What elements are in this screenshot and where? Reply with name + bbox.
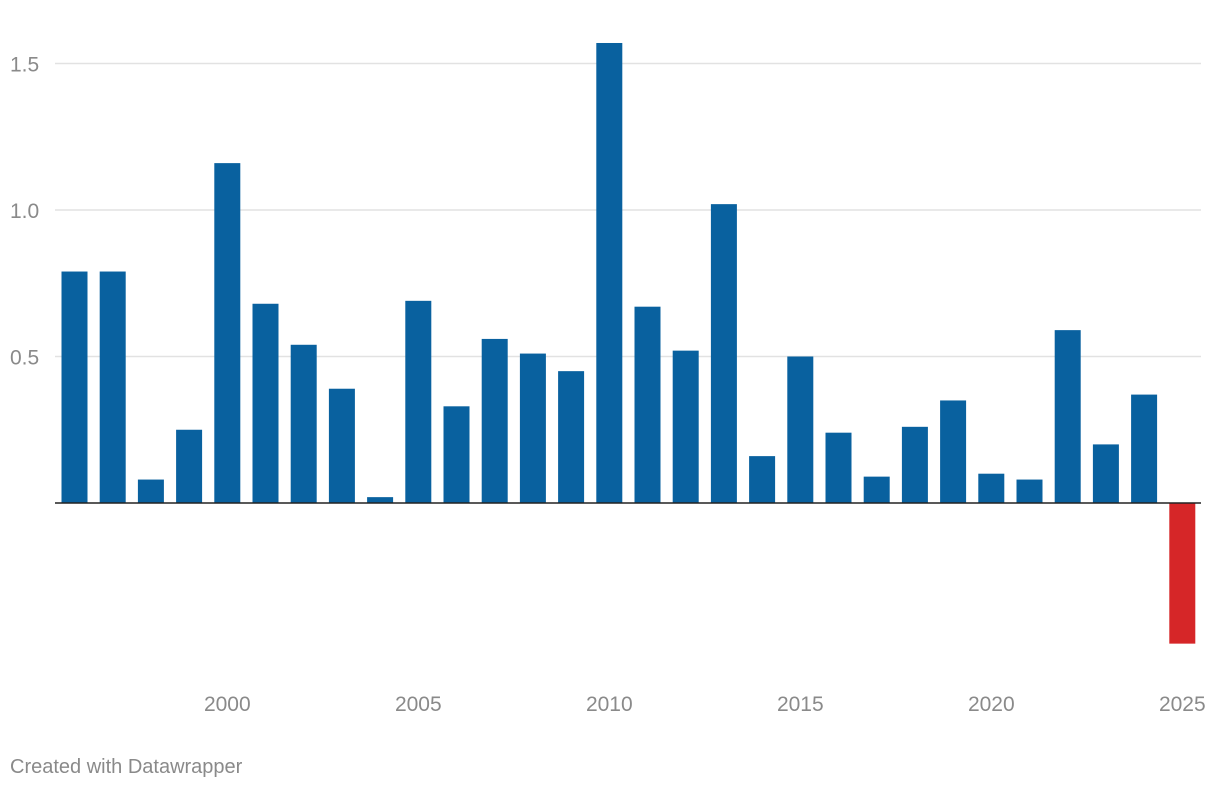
bar-1996	[61, 271, 88, 503]
x-tick-label: 2020	[968, 693, 1015, 716]
bar-2016	[825, 432, 852, 503]
x-tick-label: 2005	[395, 693, 442, 716]
y-axis-labels: 0.5 1.0 1.5	[10, 54, 39, 370]
gridlines	[55, 62, 1201, 358]
x-tick-label: 2000	[204, 693, 251, 716]
bar-2010	[596, 42, 623, 504]
bar-2001	[252, 303, 279, 503]
bar-2000	[214, 163, 241, 503]
bar-2023	[1092, 444, 1119, 503]
bars	[61, 42, 1196, 644]
x-tick-label: 2025	[1159, 693, 1206, 716]
bar-2020	[978, 473, 1005, 503]
bar-2003	[328, 388, 355, 503]
bar-2015	[787, 356, 814, 503]
bar-1997	[99, 271, 126, 503]
bar-2012	[672, 350, 699, 503]
bar-2014	[749, 456, 776, 503]
y-tick-label: 1.5	[10, 54, 39, 77]
bar-1999	[176, 429, 203, 503]
x-tick-label: 2010	[586, 693, 633, 716]
bar-2025	[1169, 503, 1196, 644]
bar-2004	[367, 497, 394, 503]
bar-2011	[634, 306, 661, 503]
bar-2007	[481, 338, 508, 503]
bar-2013	[710, 204, 737, 503]
bar-2006	[443, 406, 470, 503]
bar-2022	[1054, 330, 1081, 503]
bar-2021	[1016, 479, 1043, 503]
bar-2009	[558, 371, 585, 503]
bar-2018	[901, 426, 928, 503]
y-tick-label: 0.5	[10, 347, 39, 370]
bar-1998	[137, 479, 164, 503]
bar-2008	[519, 353, 546, 503]
bar-2005	[405, 300, 432, 503]
bar-2019	[940, 400, 967, 503]
bar-2024	[1131, 394, 1158, 503]
bar-chart: 0.5 1.0 1.5 2000 2005 2010 2015 2020 2025	[10, 42, 1206, 716]
x-axis-labels: 2000 2005 2010 2015 2020 2025	[204, 693, 1206, 716]
y-tick-label: 1.0	[10, 200, 39, 223]
credit-text: Created with Datawrapper	[10, 756, 243, 778]
bar-2017	[863, 476, 890, 503]
bar-2002	[290, 344, 317, 503]
x-tick-label: 2015	[777, 693, 824, 716]
